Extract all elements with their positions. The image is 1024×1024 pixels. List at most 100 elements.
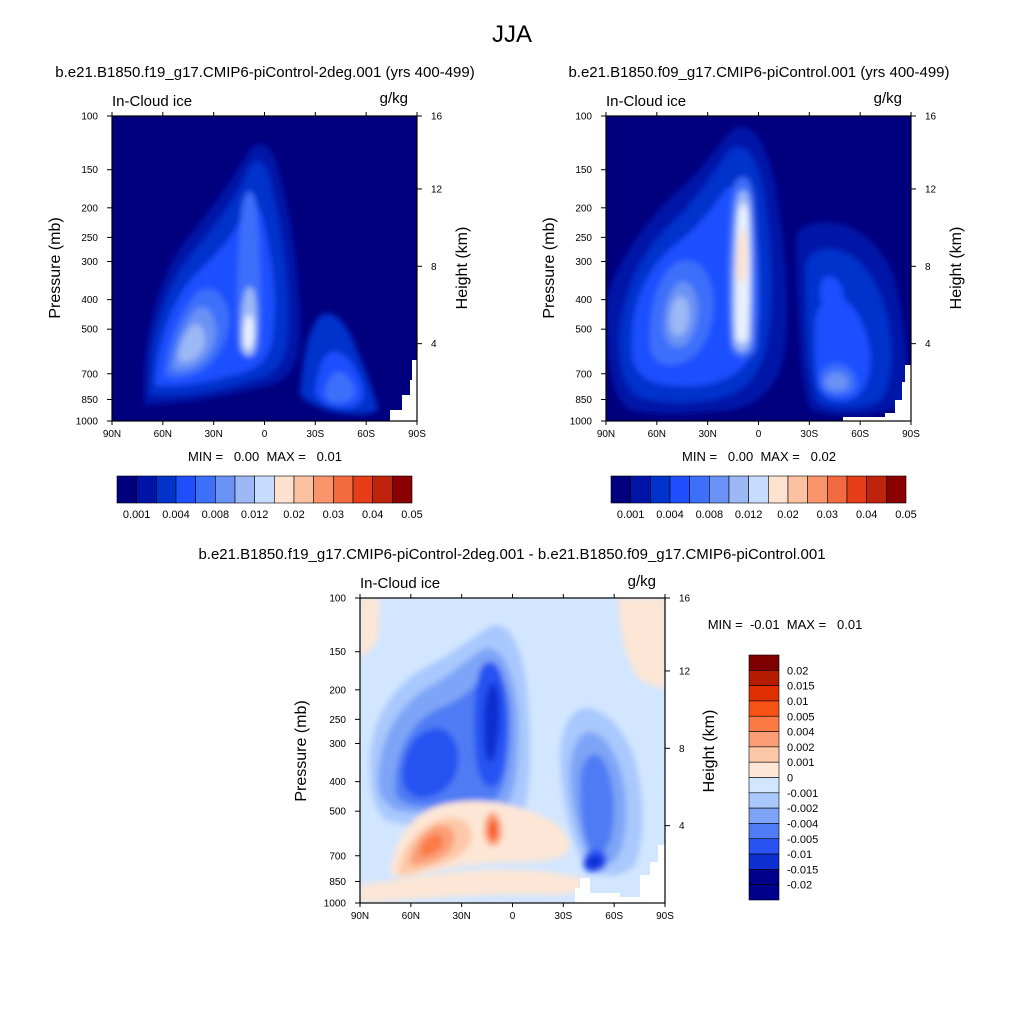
colorbar-label: -0.015 [787, 864, 818, 876]
y-tick-label: 500 [329, 807, 346, 818]
y-right-tick-label: 16 [431, 112, 443, 123]
panel-left-ylabel-right: Height (km) [454, 227, 471, 310]
y-right-tick-label: 4 [925, 339, 931, 350]
colorbar-swatch [748, 853, 780, 870]
y-tick-label: 400 [81, 295, 98, 306]
y-tick-label: 300 [329, 739, 346, 750]
panel-diff-variable-label: In-Cloud ice [360, 575, 440, 592]
y-tick-label: 1000 [570, 417, 593, 428]
colorbar-swatch [846, 475, 867, 504]
colorbar-swatch [827, 475, 848, 504]
colorbar-swatch [156, 475, 177, 504]
panel-diff-colorbar: 0.02 0.015 0.01 0.005 0.004 0.002 0.001 0 -0.001… [748, 654, 818, 901]
x-tick-label: 90S [902, 429, 920, 440]
colorbar-swatch [352, 475, 373, 504]
x-tick-label: 0 [262, 429, 268, 440]
y-tick-label: 100 [575, 112, 592, 123]
colorbar-swatch [610, 475, 631, 504]
y-tick-label: 400 [329, 777, 346, 788]
colorbar-label: 0.004 [162, 509, 190, 521]
colorbar-swatch [669, 475, 690, 504]
panel-right-plot-area [606, 116, 911, 421]
y-right-tick-label: 4 [431, 339, 437, 350]
colorbar-label: -0.01 [787, 849, 812, 861]
colorbar-swatch [650, 475, 671, 504]
panel-right-ticks: 90N 60N 30N 0 30S 60S 90S 100 150 200 250 300 400 500… [570, 112, 937, 441]
colorbar-label: -0.005 [787, 834, 818, 846]
y-right-tick-label: 12 [679, 666, 691, 677]
panel-left-title: b.e21.B1850.f19_g17.CMIP6-piControl-2deg… [55, 64, 474, 81]
x-tick-label: 60S [851, 429, 869, 440]
x-tick-label: 60N [154, 429, 172, 440]
y-tick-label: 700 [575, 369, 592, 380]
x-tick-label: 30N [698, 429, 716, 440]
colorbar-swatch [195, 475, 216, 504]
colorbar-swatch [136, 475, 157, 504]
x-tick-label: 30S [306, 429, 324, 440]
panel-diff-ylabel-right: Height (km) [701, 710, 718, 793]
y-tick-label: 150 [575, 165, 592, 176]
panel-left-plot-area [112, 116, 417, 421]
panel-left-missing-data [390, 360, 417, 421]
colorbar-swatch [748, 731, 780, 748]
colorbar-label: 0.012 [241, 509, 269, 521]
panel-diff-units: g/kg [628, 573, 656, 590]
x-tick-label: 30N [204, 429, 222, 440]
colorbar-swatch [630, 475, 651, 504]
y-tick-label: 200 [575, 203, 592, 214]
x-tick-label: 0 [756, 429, 762, 440]
y-tick-label: 200 [81, 203, 98, 214]
colorbar-swatch [748, 792, 780, 809]
colorbar-swatch [215, 475, 236, 504]
panel-diff-title: b.e21.B1850.f19_g17.CMIP6-piControl-2deg… [198, 546, 825, 563]
y-tick-label: 100 [329, 594, 346, 605]
colorbar-label: 0.004 [656, 509, 684, 521]
colorbar-label: 0.04 [362, 509, 383, 521]
colorbar-label: -0.02 [787, 880, 812, 892]
colorbar-label: 0.04 [856, 509, 877, 521]
colorbar-label: 0.02 [283, 509, 304, 521]
panel-diff-stats: MIN = -0.01 MAX = 0.01 [708, 617, 863, 632]
x-tick-label: 60S [605, 911, 623, 922]
panel-diff: b.e21.B1850.f19_g17.CMIP6-piControl-2deg… [198, 546, 862, 922]
x-tick-label: 90S [656, 911, 674, 922]
colorbar-label: 0.05 [401, 509, 422, 521]
y-tick-label: 850 [81, 395, 98, 406]
colorbar-swatch [748, 807, 780, 824]
y-tick-label: 400 [575, 295, 592, 306]
y-tick-label: 700 [81, 369, 98, 380]
x-tick-label: 0 [510, 911, 516, 922]
panel-right-missing-data [843, 365, 911, 421]
colorbar-swatch [748, 884, 780, 901]
panel-left-stats: MIN = 0.00 MAX = 0.01 [188, 449, 342, 464]
colorbar-label: 0.01 [787, 696, 808, 708]
colorbar-swatch [372, 475, 393, 504]
y-right-tick-label: 16 [925, 112, 937, 123]
colorbar-label: 0.008 [202, 509, 230, 521]
y-tick-label: 500 [81, 325, 98, 336]
colorbar-swatch [175, 475, 196, 504]
colorbar-label: -0.004 [787, 818, 818, 830]
y-tick-label: 150 [81, 165, 98, 176]
colorbar-label: 0.004 [787, 727, 815, 739]
colorbar-label: 0.001 [617, 509, 645, 521]
colorbar-swatch [728, 475, 749, 504]
y-tick-label: 1000 [76, 417, 99, 428]
y-right-tick-label: 8 [431, 262, 437, 273]
colorbar-label: 0.001 [787, 757, 815, 769]
x-tick-label: 60N [648, 429, 666, 440]
colorbar-swatch [748, 838, 780, 855]
colorbar-label: 0.02 [777, 509, 798, 521]
figure-title: JJA [492, 21, 532, 48]
colorbar-label: 0.005 [787, 711, 815, 723]
colorbar-swatch [748, 823, 780, 840]
colorbar-label: 0.008 [696, 509, 724, 521]
colorbar-label: -0.001 [787, 788, 818, 800]
colorbar-label: 0.02 [787, 665, 808, 677]
colorbar-swatch [293, 475, 314, 504]
panel-diff-missing-data [575, 845, 665, 903]
x-tick-label: 90S [408, 429, 426, 440]
panel-left: b.e21.B1850.f19_g17.CMIP6-piControl-2deg… [47, 64, 475, 521]
x-tick-label: 30S [800, 429, 818, 440]
